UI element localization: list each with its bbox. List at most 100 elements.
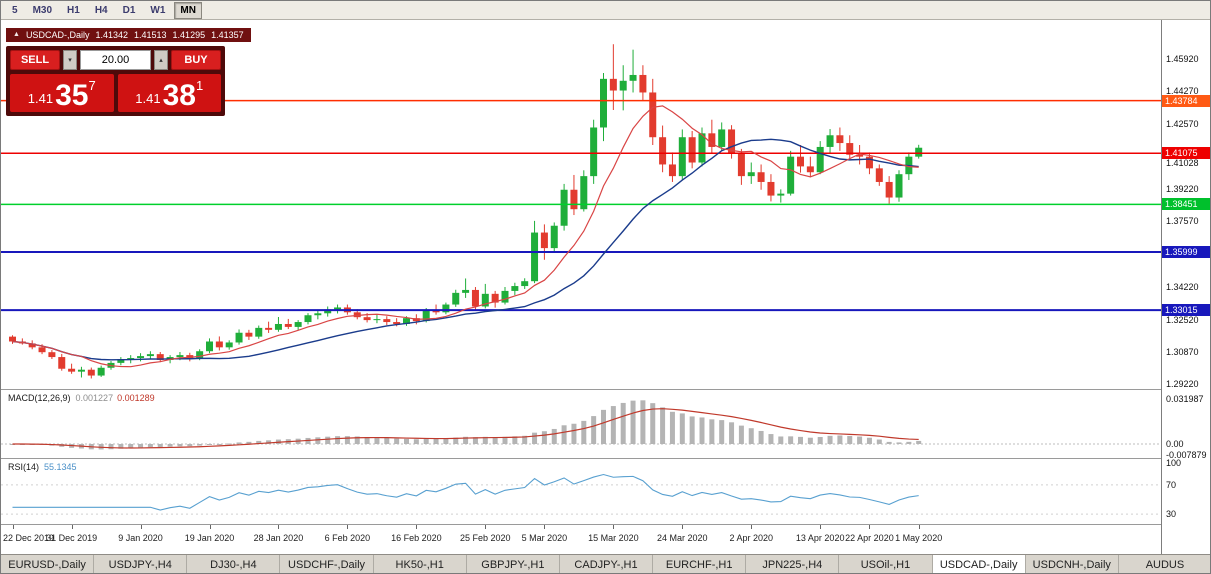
date-label: 15 Mar 2020 [588,533,639,543]
volume-input[interactable] [80,50,151,70]
chart-tab-gbpjpy-h1[interactable]: GBPJPY-,H1 [467,555,560,573]
price-axis-label: 1.29220 [1166,378,1199,389]
rsi-name: RSI(14) [8,462,40,472]
date-label: 13 Apr 2020 [795,533,845,543]
macd-label: MACD(12,26,9) 0.001227 0.001289 [8,393,155,403]
date-tick [71,525,73,529]
chart-tab-audus[interactable]: AUDUS [1119,555,1210,573]
date-tick [12,525,14,529]
main-chart[interactable] [1,20,1161,389]
chart-tab-eurusd-daily[interactable]: EURUSD-,Daily [1,555,95,573]
price-axis-label: 1.32520 [1166,314,1199,325]
date-tick [751,525,753,529]
bid-price-big: 35 [55,79,89,112]
date-tick [613,525,615,529]
date-tick [869,525,871,529]
price-level-badge: 1.35999 [1162,246,1210,259]
macd-name: MACD(12,26,9) [8,393,71,403]
price-axis-label: 1.42570 [1166,119,1199,130]
rsi-value: 55.1345 [44,462,77,472]
price-level-badge: 1.38451 [1162,198,1210,211]
timeframe-button-h1[interactable]: H1 [67,4,80,16]
chart-tab-cadjpy-h1[interactable]: CADJPY-,H1 [560,555,654,573]
price-axis-label: 100 [1166,458,1182,468]
timeframe-button-w1[interactable]: W1 [150,4,166,16]
chart-tab-eurchf-h1[interactable]: EURCHF-,H1 [653,555,747,573]
sell-price-button[interactable]: 1.41 35 7 [10,74,114,112]
date-tick [544,525,546,529]
price-axis-label: 0.031987 [1166,394,1204,405]
date-label: 25 Feb 2020 [460,533,511,543]
date-label: 16 Feb 2020 [391,533,442,543]
ohlc-close: 1.41357 [211,30,244,40]
buy-price-button[interactable]: 1.41 38 1 [117,74,221,112]
timeframe-button-m30[interactable]: M30 [32,4,53,16]
chart-tabs-bar: EURUSD-,Daily USDJPY-,H4 DJ30-,H4 USDCHF-,D… [1,554,1210,573]
symbol-title: USDCAD-,Daily [25,30,90,40]
macd-indicator-chart[interactable] [1,390,1161,458]
date-tick [820,525,822,529]
chart-tab-usdjpy-h4[interactable]: USDJPY-,H4 [94,555,188,573]
date-tick [347,525,349,529]
volume-increase-button[interactable]: ▴ [154,50,168,70]
date-axis[interactable]: 22 Dec 2019 31 Dec 2019 9 Jan 2020 19 Jan 2… [1,525,1161,554]
trade-panel-toggle-icon[interactable]: ▲ [13,31,20,38]
timeframe-button-mn[interactable]: MN [174,1,202,19]
date-label: 1 May 2020 [895,533,943,543]
timeframe-toolbar: 5 M30 H1 H4 D1 W1 MN [1,1,1210,20]
price-axis-label: 1.41028 [1166,158,1199,169]
ask-price-prefix: 1.41 [135,91,161,106]
chart-tab-hk50-h1[interactable]: HK50-,H1 [374,555,467,573]
price-level-badge: 1.33015 [1162,304,1210,317]
buy-button[interactable]: BUY [171,50,221,70]
symbol-info-bar: ▲ USDCAD-,Daily 1.41342 1.41513 1.41295 … [6,28,251,42]
price-axis-label: 0.00 [1166,439,1184,449]
timeframe-button-h4[interactable]: H4 [94,4,108,16]
date-label: 28 Jan 2020 [253,533,304,543]
chart-tab-usdchf-daily[interactable]: USDCHF-,Daily [280,555,374,573]
chart-tab-usdcnh-daily[interactable]: USDCNH-,Daily [1026,555,1119,573]
volume-decrease-button[interactable]: ▾ [63,50,77,70]
ask-price-pipette: 1 [195,78,204,93]
price-axis-label: 1.39220 [1166,184,1199,195]
price-axis-label: 1.44270 [1166,86,1199,97]
timeframe-button-d1[interactable]: D1 [122,4,136,16]
date-label: 22 Dec 2019 [3,533,55,543]
chart-tab-jpn225-h4[interactable]: JPN225-,H4 [746,555,840,573]
date-label: 2 Apr 2020 [729,533,774,543]
sell-button[interactable]: SELL [10,50,60,70]
macd-value-signal: 0.001289 [117,393,155,403]
date-tick [682,525,684,529]
date-label: 24 Mar 2020 [657,533,708,543]
price-axis-label: 30 [1166,509,1177,520]
date-label: 5 Mar 2020 [521,533,568,543]
date-tick [485,525,487,529]
ohlc-high: 1.41513 [134,30,167,40]
price-axis-label: 1.37570 [1166,216,1199,227]
date-label: 9 Jan 2020 [118,533,163,543]
price-level-badge: 1.41075 [1162,147,1210,160]
date-label: 31 Dec 2019 [46,533,98,543]
chart-tab-usdcad-daily[interactable]: USDCAD-,Daily [932,555,1026,573]
ohlc-low: 1.41295 [172,30,206,40]
price-axis-label: 1.45920 [1166,54,1199,64]
chart-tab-dj30-h4[interactable]: DJ30-,H4 [187,555,281,573]
date-tick [209,525,211,529]
date-tick [278,525,280,529]
panel-separator [1,389,1210,390]
price-axis[interactable]: 1.43784 1.41075 1.38451 1.35999 1.33015 1.459… [1162,20,1210,554]
timeframe-button-5[interactable]: 5 [12,4,18,16]
bid-price-prefix: 1.41 [27,91,54,106]
date-tick [416,525,418,529]
chart-tab-usoil-h1[interactable]: USOil-,H1 [839,555,933,573]
bid-price-pipette: 7 [88,78,96,93]
price-axis-label: 1.30870 [1166,346,1199,357]
date-label: 19 Jan 2020 [184,533,235,543]
ask-price-big: 38 [162,79,196,112]
date-label: 6 Feb 2020 [324,533,371,543]
date-tick [918,525,920,529]
rsi-indicator-chart[interactable] [1,459,1161,524]
price-axis-label: 1.34220 [1166,281,1199,292]
price-axis-label: 70 [1166,479,1177,490]
